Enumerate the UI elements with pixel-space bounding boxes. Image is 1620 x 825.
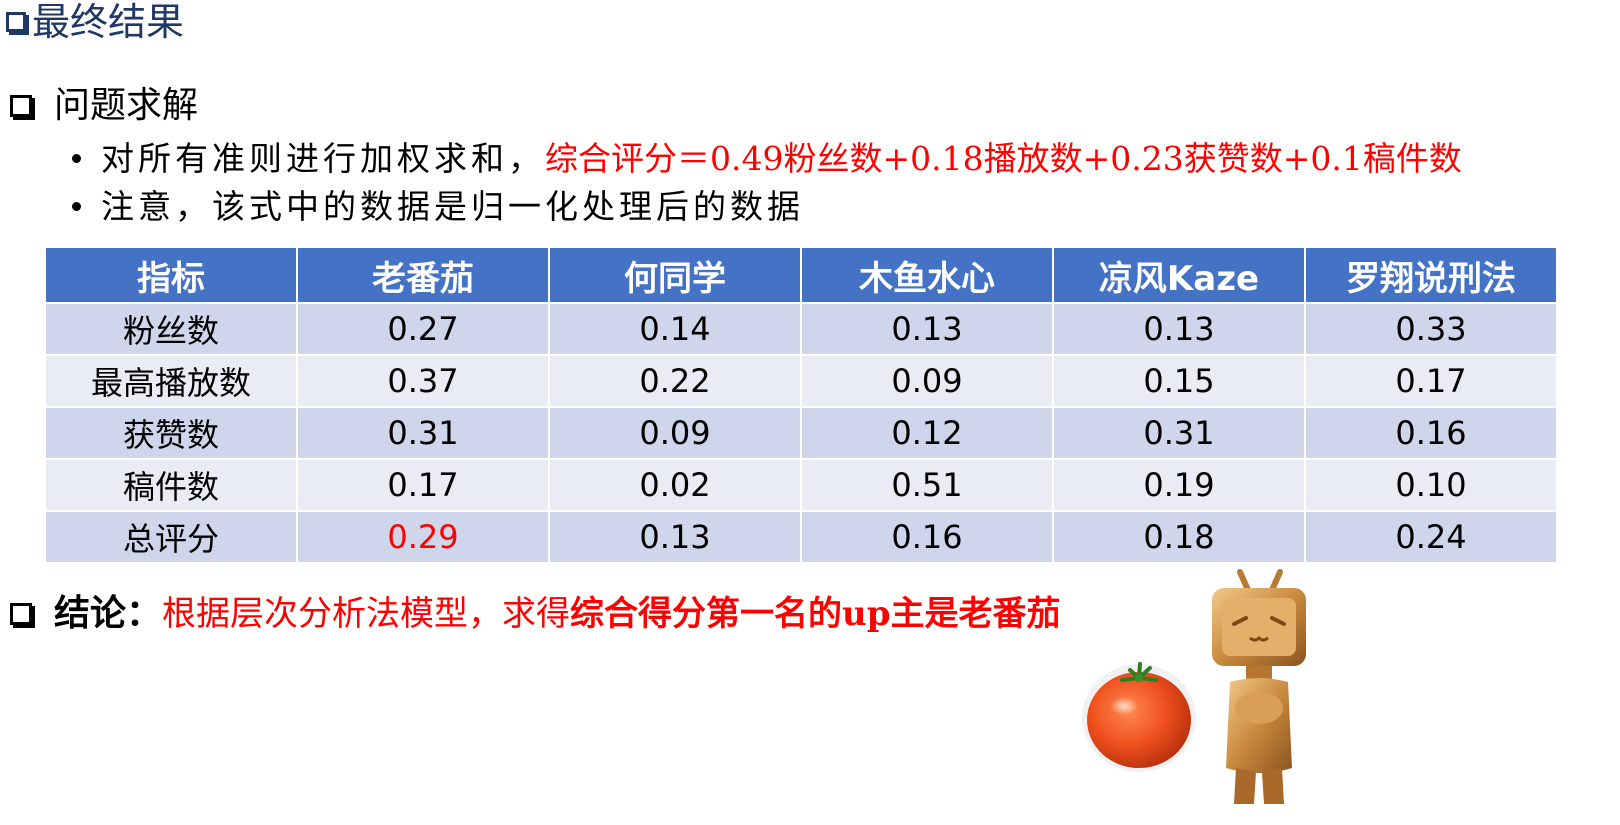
score-cell: 0.17 [296, 458, 550, 512]
column-header-uploader: 何同学 [548, 246, 802, 304]
score-cell: 0.17 [1304, 354, 1558, 408]
tomato-image [1082, 662, 1196, 772]
row-label-cell: 稿件数 [44, 458, 298, 512]
conclusion-label: 结论： [54, 593, 163, 634]
square-bullet-icon [6, 12, 26, 32]
section-conclusion: 结论： 根据层次分析法模型，求得 综合得分第一名的up主是老番茄 [10, 592, 1061, 636]
table-row: 粉丝数 0.27 0.14 0.13 0.13 0.33 [44, 302, 1558, 356]
row-label-cell: 粉丝数 [44, 302, 298, 356]
score-cell: 0.27 [296, 302, 550, 356]
bullet-note-text: 注意，该式中的数据是归一化处理后的数据 [101, 187, 804, 226]
score-cell: 0.16 [1304, 406, 1558, 460]
score-cell: 0.09 [800, 354, 1054, 408]
square-bullet-icon [10, 95, 32, 117]
bullet-dot-icon [72, 201, 81, 211]
bullet-note: 注意，该式中的数据是归一化处理后的数据 [72, 186, 804, 228]
column-header-uploader: 老番茄 [296, 246, 550, 304]
table-row: 获赞数 0.31 0.09 0.12 0.31 0.16 [44, 406, 1558, 460]
page-title-text: 最终结果 [32, 0, 185, 44]
score-cell: 0.10 [1304, 458, 1558, 512]
conclusion-result: 综合得分第一名的up主是老番茄 [570, 594, 1061, 634]
row-label-cell: 总评分 [44, 510, 298, 564]
section-solve-heading: 问题求解 [10, 84, 198, 128]
section-solve-title: 问题求解 [54, 85, 199, 126]
column-header-uploader: 木鱼水心 [800, 246, 1054, 304]
column-header-uploader: 凉风Kaze [1052, 246, 1306, 304]
score-cell: 0.24 [1304, 510, 1558, 564]
column-header-uploader: 罗翔说刑法 [1304, 246, 1558, 304]
bullet-formula-prefix: 对所有准则进行加权求和， [101, 139, 545, 178]
score-cell: 0.15 [1052, 354, 1306, 408]
score-cell: 0.31 [1052, 406, 1306, 460]
score-cell: 0.16 [800, 510, 1054, 564]
weighted-formula: 综合评分＝0.49粉丝数+0.18播放数+0.23获赞数+0.1稿件数 [545, 139, 1462, 178]
column-header-metric: 指标 [44, 246, 298, 304]
conclusion-body: 根据层次分析法模型，求得 [162, 594, 571, 634]
bullet-dot-icon [72, 153, 81, 163]
square-bullet-icon [10, 603, 32, 625]
row-label-cell: 最高播放数 [44, 354, 298, 408]
score-cell: 0.13 [1052, 302, 1306, 356]
score-table: 指标 老番茄 何同学 木鱼水心 凉风Kaze 罗翔说刑法 粉丝数 0.27 0.14 0.13 0… [44, 246, 1558, 564]
score-cell: 0.12 [800, 406, 1054, 460]
score-cell: 0.19 [1052, 458, 1306, 512]
table-row: 稿件数 0.17 0.02 0.51 0.19 0.10 [44, 458, 1558, 512]
score-cell: 0.22 [548, 354, 802, 408]
bilibili-mascot-image [1212, 569, 1306, 804]
table-header-row: 指标 老番茄 何同学 木鱼水心 凉风Kaze 罗翔说刑法 [44, 246, 1558, 304]
score-cell: 0.09 [548, 406, 802, 460]
score-cell: 0.51 [800, 458, 1054, 512]
table-row: 最高播放数 0.37 0.22 0.09 0.15 0.17 [44, 354, 1558, 408]
score-cell: 0.13 [548, 510, 802, 564]
score-cell: 0.18 [1052, 510, 1306, 564]
score-cell: 0.31 [296, 406, 550, 460]
page-title: 最终结果 [6, 0, 184, 44]
row-label-cell: 获赞数 [44, 406, 298, 460]
score-cell: 0.33 [1304, 302, 1558, 356]
score-cell: 0.14 [548, 302, 802, 356]
table-row: 总评分 0.29 0.13 0.16 0.18 0.24 [44, 510, 1558, 564]
score-cell: 0.13 [800, 302, 1054, 356]
score-cell: 0.29 [296, 510, 550, 564]
score-cell: 0.37 [296, 354, 550, 408]
bullet-formula: 对所有准则进行加权求和，综合评分＝0.49粉丝数+0.18播放数+0.23获赞数… [72, 138, 1462, 180]
score-cell: 0.02 [548, 458, 802, 512]
